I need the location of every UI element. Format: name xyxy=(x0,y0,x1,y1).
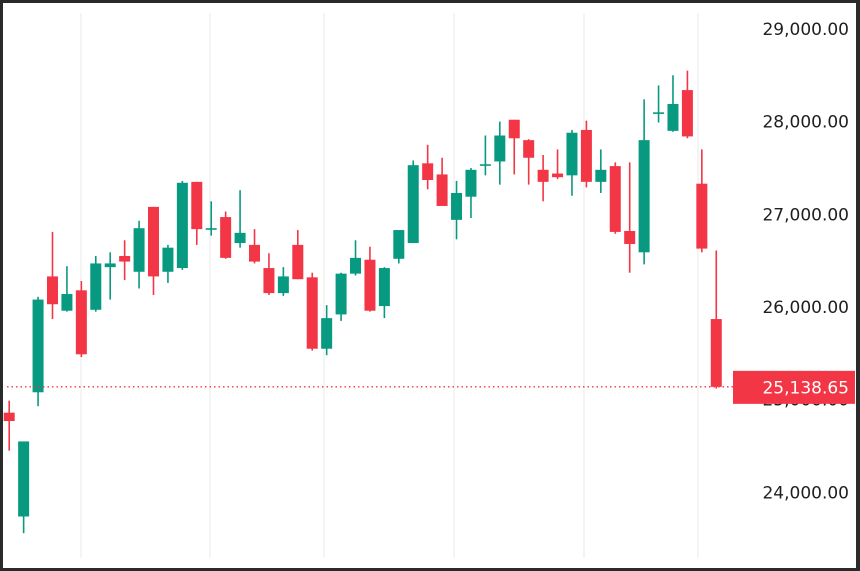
y-tick-label-1: 28,000.00 xyxy=(762,113,849,133)
candle-33[interactable] xyxy=(479,135,491,176)
candle-9[interactable] xyxy=(133,220,145,289)
candle-2[interactable] xyxy=(32,296,44,407)
y-tick-label-0: 29,000.00 xyxy=(762,20,849,40)
candle-47[interactable] xyxy=(681,70,693,139)
candle-10[interactable] xyxy=(148,206,159,295)
candle-48[interactable] xyxy=(696,149,708,253)
candle-4[interactable] xyxy=(61,266,73,312)
candle-21[interactable] xyxy=(306,272,318,351)
candle-15[interactable] xyxy=(220,211,232,259)
candle-32[interactable] xyxy=(465,167,477,219)
y-tick-label-5: 24,000.00 xyxy=(762,483,849,503)
candle-6[interactable] xyxy=(90,256,102,312)
candle-13[interactable] xyxy=(191,181,203,245)
candle-46[interactable] xyxy=(667,75,679,132)
candle-49[interactable] xyxy=(710,250,722,389)
candle-0[interactable] xyxy=(3,400,15,451)
candle-34[interactable] xyxy=(494,121,506,185)
candle-27[interactable] xyxy=(393,230,405,264)
candle-12[interactable] xyxy=(176,180,188,270)
candle-24[interactable] xyxy=(350,240,362,276)
candle-43[interactable] xyxy=(624,162,636,273)
chart-frame: 29,000.0028,000.0027,000.0026,000.0025,0… xyxy=(3,3,856,568)
candle-16[interactable] xyxy=(234,190,246,248)
candle-20[interactable] xyxy=(292,230,304,280)
candle-44[interactable] xyxy=(638,99,650,265)
candle-31[interactable] xyxy=(451,180,463,240)
candle-26[interactable] xyxy=(378,267,390,319)
candle-42[interactable] xyxy=(609,162,621,234)
candle-19[interactable] xyxy=(277,267,289,296)
candle-41[interactable] xyxy=(595,149,607,193)
candle-18[interactable] xyxy=(263,253,275,295)
candle-23[interactable] xyxy=(335,272,347,321)
candle-1[interactable] xyxy=(18,441,30,534)
candle-22[interactable] xyxy=(321,305,333,356)
vertical-grid-lines xyxy=(80,13,699,558)
candlestick-chart[interactable]: 29,000.0028,000.0027,000.0026,000.0025,0… xyxy=(3,3,856,568)
price-axis[interactable]: 29,000.0028,000.0027,000.0026,000.0025,0… xyxy=(762,20,849,504)
last-price-badge xyxy=(733,370,855,404)
candle-11[interactable] xyxy=(162,244,174,283)
y-tick-label-3: 26,000.00 xyxy=(762,298,849,318)
candle-7[interactable] xyxy=(104,252,116,300)
last-price-value: 25,138.65 xyxy=(762,378,849,398)
candle-25[interactable] xyxy=(364,246,376,312)
candle-37[interactable] xyxy=(537,154,549,202)
candle-3[interactable] xyxy=(46,231,58,320)
candle-45[interactable] xyxy=(653,85,665,123)
candle-30[interactable] xyxy=(436,157,448,206)
candle-14[interactable] xyxy=(205,201,217,236)
candle-29[interactable] xyxy=(422,144,434,190)
candle-35[interactable] xyxy=(508,119,520,175)
candle-5[interactable] xyxy=(75,281,87,358)
candle-8[interactable] xyxy=(119,240,131,281)
last-price-tag: 25,138.65 xyxy=(733,370,855,404)
y-tick-label-2: 27,000.00 xyxy=(762,205,849,225)
candle-39[interactable] xyxy=(566,129,578,196)
candle-40[interactable] xyxy=(580,120,592,188)
candle-28[interactable] xyxy=(407,160,419,244)
candle-17[interactable] xyxy=(249,229,261,264)
candle-36[interactable] xyxy=(523,139,535,185)
candle-38[interactable] xyxy=(552,149,564,180)
candles xyxy=(3,70,722,534)
